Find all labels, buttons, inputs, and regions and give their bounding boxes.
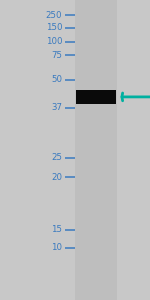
Text: 25: 25: [51, 154, 62, 163]
Text: 75: 75: [51, 50, 62, 59]
Text: 10: 10: [51, 244, 62, 253]
Bar: [76, 90, 116, 104]
Text: 20: 20: [51, 172, 62, 182]
Text: 15: 15: [51, 226, 62, 235]
Text: 250: 250: [46, 11, 62, 20]
Text: 150: 150: [46, 23, 62, 32]
Text: 37: 37: [51, 103, 62, 112]
Bar: [75, 0, 117, 300]
Text: 50: 50: [51, 76, 62, 85]
Text: 100: 100: [46, 38, 62, 46]
